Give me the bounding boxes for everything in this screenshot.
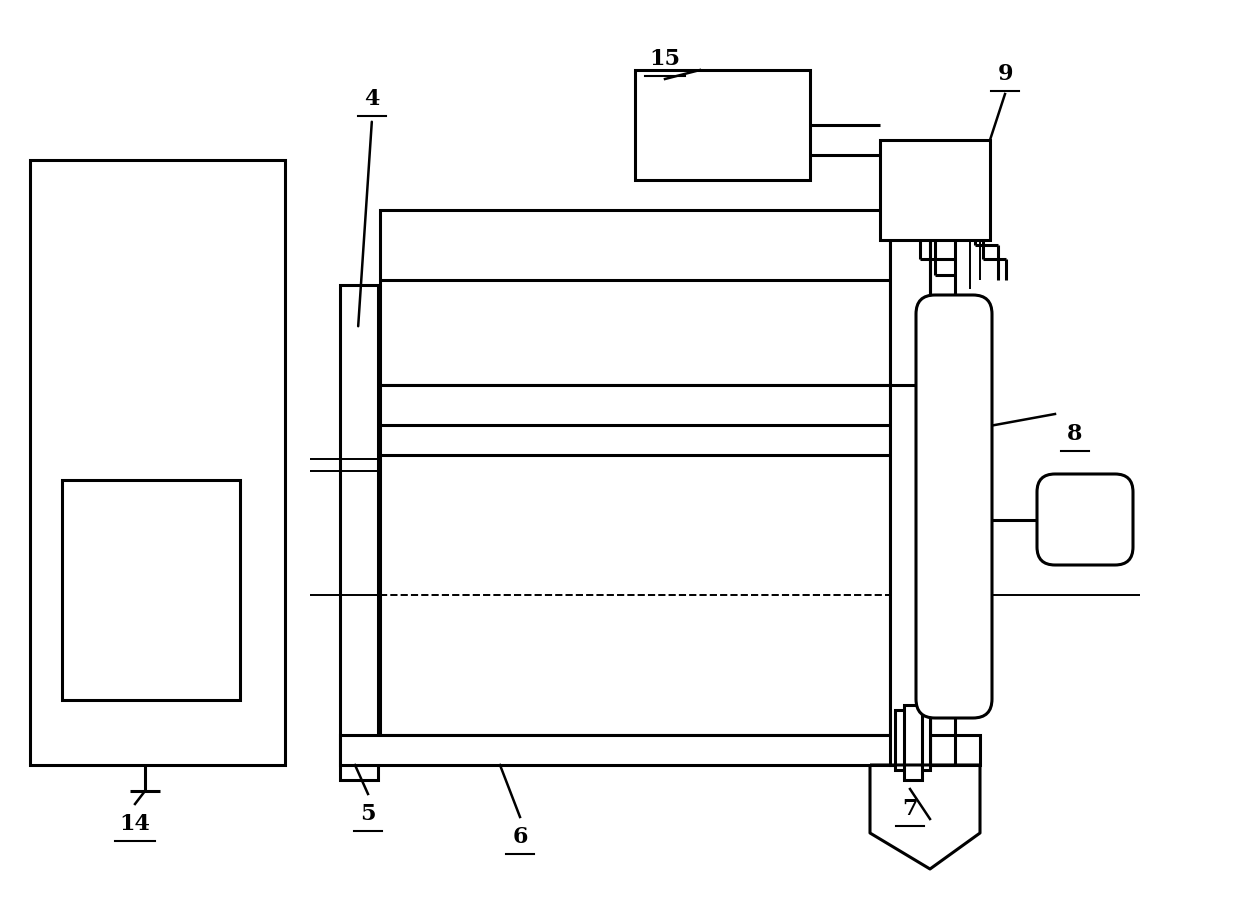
Bar — [379, 210, 890, 385]
Bar — [880, 140, 990, 240]
Text: 5: 5 — [361, 803, 376, 825]
Bar — [340, 735, 980, 765]
Text: 8: 8 — [1068, 423, 1083, 445]
Bar — [895, 710, 930, 770]
FancyBboxPatch shape — [1037, 474, 1133, 565]
Text: 4: 4 — [365, 88, 379, 110]
Bar — [635, 70, 810, 180]
Text: 7: 7 — [903, 798, 918, 820]
Text: 14: 14 — [119, 813, 150, 835]
Bar — [62, 480, 241, 700]
Text: 9: 9 — [997, 63, 1013, 85]
Text: 15: 15 — [650, 48, 681, 70]
Bar — [379, 385, 890, 735]
FancyBboxPatch shape — [916, 295, 992, 718]
Bar — [30, 160, 285, 765]
Bar — [340, 285, 378, 780]
Bar — [890, 210, 930, 765]
Bar — [904, 705, 923, 780]
Text: 6: 6 — [512, 826, 528, 848]
